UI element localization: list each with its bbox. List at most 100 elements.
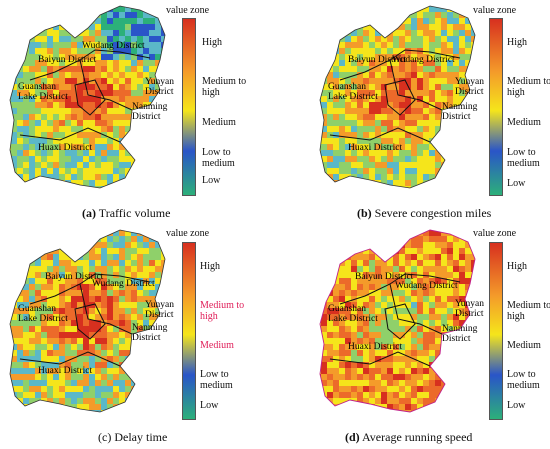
map-cell <box>161 30 165 37</box>
map-cell <box>423 260 430 267</box>
map-cell <box>11 266 18 273</box>
map-cell <box>59 144 66 151</box>
map-cell <box>95 332 102 339</box>
map-cell <box>17 380 24 387</box>
map-cell <box>155 144 162 151</box>
map-cell <box>83 296 90 303</box>
map-cell <box>417 248 424 255</box>
map-cell <box>125 78 132 85</box>
map-cell <box>10 174 12 181</box>
map-cell <box>35 230 42 231</box>
district-label-yunyan: Yunyan District <box>455 77 485 97</box>
map-cell <box>459 132 466 139</box>
map-cell <box>29 416 36 423</box>
map-cell <box>327 156 334 163</box>
map-cell <box>369 162 376 169</box>
map-cell <box>125 108 132 115</box>
map-cell <box>447 42 454 49</box>
map-cell <box>471 260 475 267</box>
map-cell <box>393 156 400 163</box>
map-cell <box>113 368 120 375</box>
map-cell <box>417 84 424 91</box>
map-cell <box>393 114 400 121</box>
map-cell <box>71 138 78 145</box>
map-cell <box>453 90 460 97</box>
map-cell <box>363 356 370 363</box>
map-cell <box>131 126 138 133</box>
map-cell <box>339 308 346 315</box>
map-cell <box>441 54 448 61</box>
map-cell <box>381 168 388 175</box>
map-cell <box>447 30 454 37</box>
map-cell <box>95 168 102 175</box>
map-cell <box>399 308 406 315</box>
map-cell <box>429 144 436 151</box>
map-cell <box>59 174 66 181</box>
map-cell <box>417 72 424 79</box>
map-cell <box>345 18 352 25</box>
map-cell <box>375 242 382 249</box>
map-cell <box>459 192 466 199</box>
map-cell <box>149 42 156 49</box>
map-cell <box>113 374 120 381</box>
map-cell <box>351 6 358 13</box>
map-cell <box>53 144 60 151</box>
map-cell <box>125 102 132 109</box>
map-cell <box>95 66 102 73</box>
map-cell <box>441 180 448 187</box>
map-cell <box>77 6 84 13</box>
map-cell <box>119 18 126 25</box>
map-cell <box>10 386 12 393</box>
map-cell <box>417 6 424 7</box>
map-cell <box>59 12 66 19</box>
map-cell <box>10 380 12 387</box>
map-cell <box>441 320 448 327</box>
map-cell <box>477 144 484 151</box>
map-cell <box>333 362 340 369</box>
map-cell <box>71 174 78 181</box>
map-cell <box>83 42 90 49</box>
map-cell <box>167 192 174 199</box>
map-cell <box>465 272 472 279</box>
map-cell <box>441 248 448 255</box>
map-cell <box>423 374 430 381</box>
map-cell <box>357 362 364 369</box>
map-cell <box>429 54 436 61</box>
map-cell <box>161 192 168 199</box>
map-cell <box>387 150 394 157</box>
map-cell <box>95 326 102 333</box>
map-cell <box>41 168 48 175</box>
map-cell <box>71 302 78 309</box>
map-cell <box>327 272 334 279</box>
map-cell <box>465 386 472 393</box>
map-cell <box>453 254 460 261</box>
map-cell <box>89 114 96 121</box>
map-cell <box>339 132 346 139</box>
map-cell <box>459 302 466 309</box>
map-cell <box>11 24 18 31</box>
map-cell <box>149 90 156 97</box>
map-cell <box>95 30 102 37</box>
map-cell <box>453 272 460 279</box>
map-cell <box>351 156 358 163</box>
map-cell <box>29 126 36 133</box>
map-cell <box>399 90 406 97</box>
map-cell <box>417 314 424 321</box>
map-cell <box>423 254 430 261</box>
map-cell <box>101 66 108 73</box>
map-cell <box>17 242 24 249</box>
map-cell <box>453 132 460 139</box>
map-cell <box>143 272 150 279</box>
map-cell <box>131 132 138 139</box>
map-cell <box>477 36 484 43</box>
map-cell <box>53 284 60 291</box>
map-cell <box>471 290 475 297</box>
map-cell <box>155 18 162 25</box>
map-cell <box>11 308 18 315</box>
map-cell <box>357 332 364 339</box>
map-cell <box>77 320 84 327</box>
map-cell <box>459 308 466 315</box>
map-cell <box>423 392 430 399</box>
map-cell <box>83 90 90 97</box>
map-cell <box>59 72 66 79</box>
